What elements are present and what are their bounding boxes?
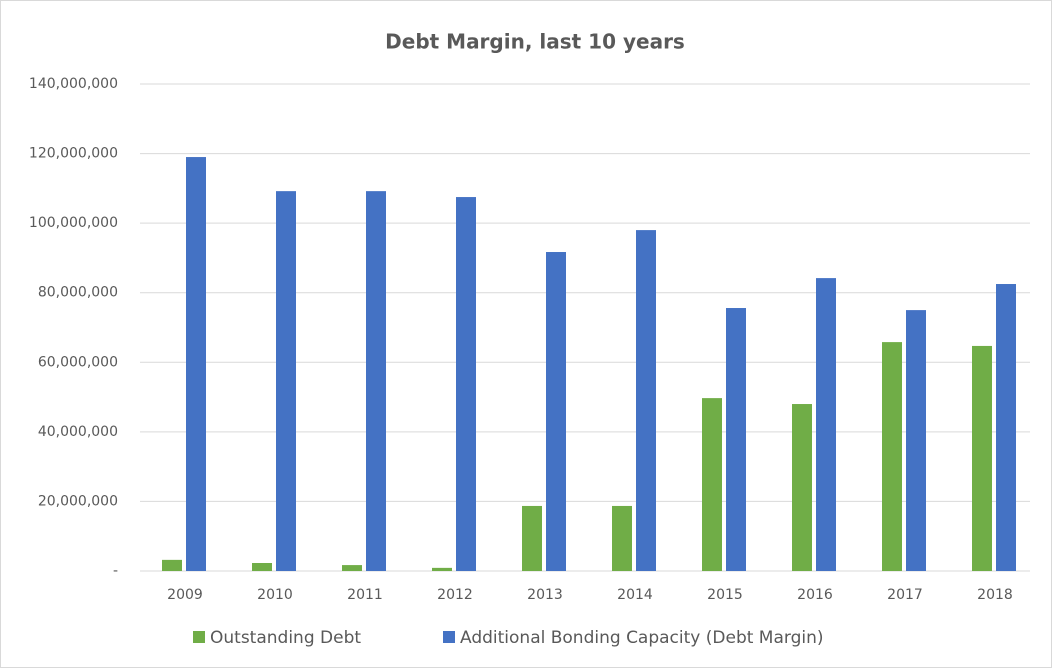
x-tick-label: 2016	[797, 587, 833, 603]
legend-swatch	[193, 631, 205, 643]
bar	[522, 505, 542, 571]
bar	[612, 505, 632, 571]
y-tick-label: -	[113, 563, 118, 579]
x-tick-label: 2017	[887, 587, 923, 603]
bar	[972, 345, 992, 571]
bar	[456, 197, 476, 571]
bar	[342, 565, 362, 571]
legend-swatch	[443, 631, 455, 643]
bar	[906, 310, 926, 571]
y-tick-label: 140,000,000	[29, 76, 118, 92]
x-tick-label: 2009	[167, 587, 203, 603]
bar	[432, 567, 452, 571]
x-tick-label: 2011	[347, 587, 383, 603]
legend-label: Additional Bonding Capacity (Debt Margin…	[460, 628, 824, 648]
y-tick-label: 100,000,000	[29, 215, 118, 231]
bar	[186, 157, 206, 572]
bar	[546, 252, 566, 571]
legend-label: Outstanding Debt	[210, 628, 361, 648]
y-tick-label: 40,000,000	[38, 424, 118, 440]
x-tick-label: 2018	[977, 587, 1013, 603]
bar	[702, 398, 722, 571]
bar	[252, 562, 272, 571]
bar	[276, 191, 296, 571]
x-tick-label: 2013	[527, 587, 563, 603]
bar	[996, 284, 1016, 571]
x-tick-label: 2010	[257, 587, 293, 603]
x-tick-label: 2015	[707, 587, 743, 603]
y-tick-label: 120,000,000	[29, 146, 118, 162]
y-tick-label: 20,000,000	[38, 493, 118, 509]
chart-title: Debt Margin, last 10 years	[385, 30, 685, 54]
bar	[366, 191, 386, 571]
x-tick-label: 2012	[437, 587, 473, 603]
bar	[162, 559, 182, 571]
bar	[816, 278, 836, 571]
bar	[792, 404, 812, 571]
x-tick-label: 2014	[617, 587, 653, 603]
bar	[726, 308, 746, 571]
y-tick-label: 80,000,000	[38, 285, 118, 301]
bar	[882, 342, 902, 571]
bar	[636, 230, 656, 571]
y-tick-label: 60,000,000	[38, 354, 118, 370]
